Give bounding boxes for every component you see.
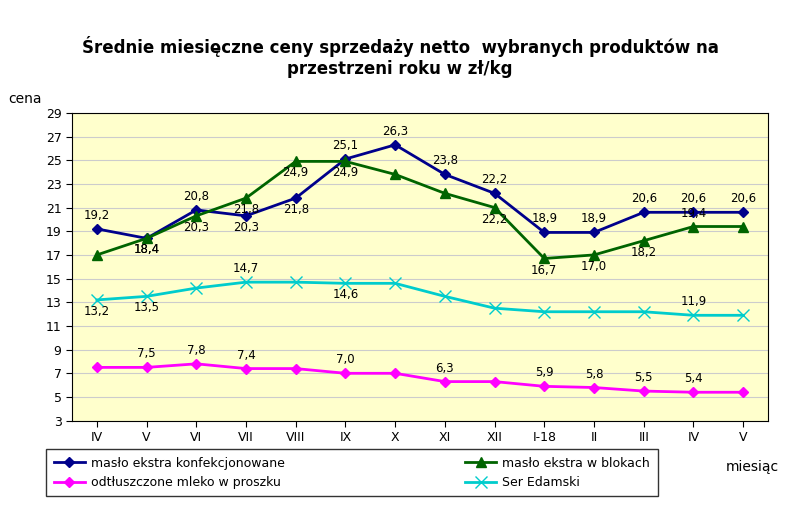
Text: 21,8: 21,8 <box>233 203 259 216</box>
Text: 11,9: 11,9 <box>680 295 706 308</box>
Text: miesiąc: miesiąc <box>726 460 778 474</box>
Text: 26,3: 26,3 <box>382 125 408 138</box>
Text: 20,6: 20,6 <box>630 192 657 205</box>
Text: 13,5: 13,5 <box>134 302 159 314</box>
Text: 16,7: 16,7 <box>531 264 558 277</box>
Text: 24,9: 24,9 <box>282 166 309 180</box>
Text: 21,8: 21,8 <box>282 203 309 216</box>
Text: 19,2: 19,2 <box>84 209 110 222</box>
Text: 20,3: 20,3 <box>183 221 210 234</box>
Text: 20,3: 20,3 <box>233 221 259 234</box>
Text: 18,9: 18,9 <box>531 212 558 226</box>
Text: 13,2: 13,2 <box>84 305 110 318</box>
Text: 5,8: 5,8 <box>585 368 603 381</box>
Text: 22,2: 22,2 <box>482 212 508 226</box>
Text: 20,8: 20,8 <box>183 190 210 203</box>
Text: 7,4: 7,4 <box>237 349 255 362</box>
Text: 20,6: 20,6 <box>680 192 706 205</box>
Text: 7,8: 7,8 <box>187 344 206 357</box>
Text: 18,4: 18,4 <box>134 243 160 256</box>
Text: 5,9: 5,9 <box>535 366 554 380</box>
Legend: masło ekstra konfekcjonowane, odtłuszczone mleko w proszku, masło ekstra w bloka: masło ekstra konfekcjonowane, odtłuszczo… <box>46 449 658 497</box>
Text: 22,2: 22,2 <box>482 173 508 186</box>
Text: 14,6: 14,6 <box>332 288 358 302</box>
Text: 18,9: 18,9 <box>581 212 607 226</box>
Text: 5,5: 5,5 <box>634 371 653 384</box>
Text: 5,4: 5,4 <box>684 372 702 385</box>
Text: 23,8: 23,8 <box>432 154 458 167</box>
Text: 20,6: 20,6 <box>730 192 756 205</box>
Text: 17,0: 17,0 <box>581 260 607 273</box>
Text: 6,3: 6,3 <box>435 362 454 374</box>
Text: Średnie miesięczne ceny sprzedaży netto  wybranych produktów na
przestrzeni roku: Średnie miesięczne ceny sprzedaży netto … <box>82 36 718 77</box>
Text: 25,1: 25,1 <box>332 139 358 152</box>
Text: 19,4: 19,4 <box>680 207 706 220</box>
Text: 18,2: 18,2 <box>630 246 657 259</box>
Text: 14,7: 14,7 <box>233 262 259 275</box>
Text: 7,5: 7,5 <box>138 347 156 361</box>
Text: 24,9: 24,9 <box>332 166 358 180</box>
Text: cena: cena <box>8 92 42 106</box>
Text: 7,0: 7,0 <box>336 353 354 366</box>
Text: 18,4: 18,4 <box>134 243 160 256</box>
